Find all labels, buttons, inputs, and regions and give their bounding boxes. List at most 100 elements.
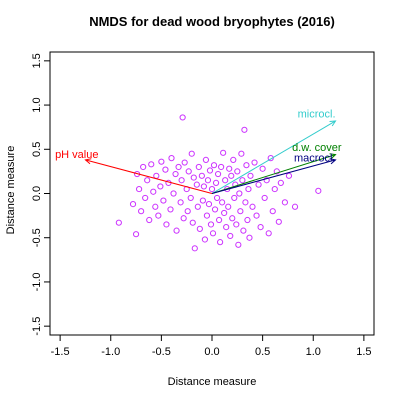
x-tick-label: 1.0 [306, 346, 321, 358]
vector-line [211, 120, 336, 194]
y-axis-label: Distance measure [5, 146, 17, 235]
data-point [167, 206, 174, 213]
data-point [234, 168, 241, 175]
vector-arrowhead [329, 158, 337, 165]
data-point [220, 149, 227, 156]
data-point [138, 208, 145, 215]
data-point [188, 150, 195, 157]
data-point [240, 227, 247, 234]
data-point [175, 163, 182, 171]
data-point [271, 185, 278, 193]
data-point [115, 219, 122, 226]
vector-label: microcl. [298, 108, 336, 120]
data-point [155, 212, 162, 219]
data-point [201, 236, 209, 243]
data-point [246, 234, 253, 241]
data-point [205, 201, 213, 208]
data-point [181, 159, 188, 166]
data-point [170, 190, 177, 197]
x-tick-label: 1.5 [356, 346, 371, 358]
data-point [238, 150, 245, 157]
data-point [184, 208, 191, 215]
data-point [144, 177, 151, 184]
data-point [281, 199, 288, 206]
data-point [211, 206, 219, 213]
data-point [269, 208, 276, 215]
data-point [168, 155, 175, 162]
data-point [172, 170, 179, 178]
data-point [195, 163, 202, 171]
data-point [200, 183, 207, 190]
data-point [223, 224, 230, 231]
vector-label: d.w. cover [292, 142, 342, 154]
data-point [247, 172, 254, 179]
x-tick-label: -1.0 [101, 346, 120, 358]
x-tick-label: -0.5 [152, 346, 171, 358]
data-point [219, 199, 226, 206]
data-point [285, 172, 293, 179]
vector-label: macrocl. [294, 153, 336, 165]
data-point [275, 218, 282, 225]
data-point [242, 199, 249, 206]
data-point [150, 188, 157, 195]
data-point [235, 241, 242, 248]
data-point [173, 227, 180, 234]
y-tick-label: 0.5 [31, 142, 43, 157]
data-point [239, 177, 246, 184]
y-tick-label: -1.0 [31, 272, 43, 291]
data-point [221, 209, 228, 217]
data-point [230, 156, 237, 163]
data-point [228, 172, 235, 179]
data-point [273, 168, 280, 175]
data-point [277, 179, 284, 186]
data-point [136, 185, 143, 193]
data-point [212, 179, 220, 186]
data-point [243, 162, 250, 169]
data-point [253, 212, 260, 219]
data-point [162, 166, 169, 173]
data-point [129, 201, 137, 208]
data-point [249, 203, 256, 210]
data-point [199, 197, 206, 204]
data-point [194, 203, 201, 210]
data-point [203, 212, 211, 219]
data-point [215, 216, 223, 224]
data-point [315, 187, 322, 194]
x-axis-label: Distance measure [168, 376, 257, 388]
vector-label: pH value [55, 149, 98, 161]
data-point [187, 194, 194, 202]
vector-arrowhead [84, 158, 92, 165]
data-point [265, 230, 272, 237]
data-point [163, 221, 170, 228]
data-point [152, 203, 159, 210]
data-point [222, 177, 229, 184]
data-point [251, 159, 258, 166]
data-point [196, 225, 203, 232]
data-point [146, 216, 153, 224]
data-point [213, 194, 221, 202]
y-tick-label: -1.5 [31, 317, 43, 336]
vector-arrowhead [329, 153, 337, 160]
data-point [241, 126, 248, 133]
y-tick-label: -0.5 [31, 228, 43, 247]
data-point [237, 208, 244, 215]
data-point [217, 239, 224, 246]
data-point [177, 199, 184, 206]
data-point [227, 232, 234, 240]
data-point [204, 177, 212, 184]
data-point [132, 231, 140, 238]
data-point [259, 165, 266, 172]
data-point [208, 185, 216, 193]
data-point [148, 161, 155, 168]
data-point [218, 163, 225, 171]
vector-line [85, 159, 213, 194]
x-tick-label: 0.5 [255, 346, 270, 358]
data-point [233, 221, 240, 228]
data-point [229, 215, 236, 222]
data-point [257, 224, 264, 231]
x-tick-label: -1.5 [51, 346, 70, 358]
data-point [189, 219, 196, 226]
vector-arrowhead [329, 120, 337, 127]
